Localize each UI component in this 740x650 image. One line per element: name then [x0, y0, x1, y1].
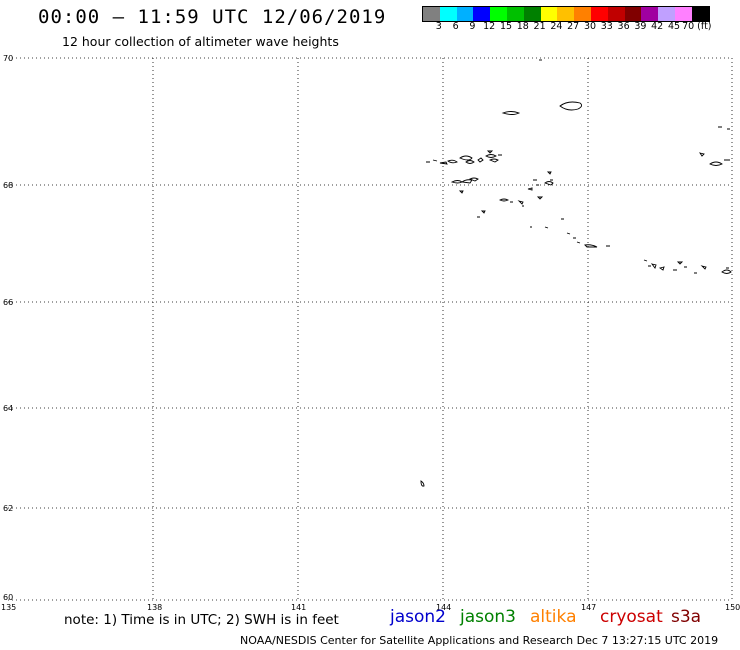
island-outline — [465, 160, 475, 164]
island-outline — [447, 159, 458, 164]
colorbar-label: 70 (ft) — [682, 21, 712, 32]
colorbar-swatch — [607, 7, 625, 21]
colorbar-label: 15 — [499, 21, 513, 32]
colorbar-label: 6 — [452, 21, 459, 32]
island-outline — [426, 159, 448, 165]
lat-label-60: 60 — [3, 593, 13, 602]
island-outline — [559, 101, 583, 111]
colorbar-label: 36 — [617, 21, 630, 32]
colorbar-label: 33 — [600, 21, 613, 32]
island-outline — [468, 177, 479, 182]
island-outline — [533, 179, 539, 186]
lat-label-70: 70 — [3, 54, 13, 63]
island-outline — [536, 196, 544, 200]
island-outline — [501, 111, 521, 115]
coastline-outlines — [420, 59, 732, 487]
island-outline — [694, 265, 707, 274]
island-outline — [488, 154, 502, 163]
legend-altika: altika — [530, 607, 577, 627]
lon-label-135: 135 — [1, 603, 16, 612]
lon-label-150: 150 — [725, 603, 740, 612]
island-outline — [498, 198, 513, 203]
colorbar-label: 9 — [469, 21, 476, 32]
island-outline — [709, 159, 730, 166]
colorbar-label: 42 — [651, 21, 664, 32]
island-outline — [721, 267, 732, 274]
island-outline — [517, 200, 524, 207]
island-outline — [459, 155, 473, 161]
colorbar-swatch — [641, 7, 659, 21]
colorbar-swatch — [658, 7, 675, 21]
map-title: 00:00 – 11:59 UTC 12/06/2019 — [38, 6, 387, 28]
lon-label-141: 141 — [291, 603, 306, 612]
island-outline — [477, 157, 484, 163]
colorbar-labels: 3 6 9 12 15 18 21 24 27 30 33 36 39 42 45 70 (ft) — [422, 21, 740, 35]
colorbar-swatch — [473, 7, 491, 21]
colorbar-swatch — [506, 7, 524, 21]
colorbar-swatch — [439, 7, 457, 21]
island-outline — [450, 179, 473, 184]
colorbar-swatch — [540, 7, 558, 21]
island-outline — [544, 179, 554, 186]
colorbar-swatch — [557, 7, 575, 21]
colorbar-label: 18 — [516, 21, 529, 32]
grid-lines — [8, 57, 733, 601]
colorbar-label: 24 — [550, 21, 563, 32]
lat-label-62: 62 — [3, 504, 13, 513]
island-outline — [477, 210, 486, 218]
colorbar-label: 12 — [483, 21, 496, 32]
island-outline — [584, 244, 610, 248]
colorbar-swatch — [624, 7, 642, 21]
colorbar-swatch — [691, 7, 709, 21]
wave-height-colorbar — [422, 6, 710, 22]
lat-label-68: 68 — [3, 181, 13, 190]
colorbar-swatch — [490, 7, 507, 21]
lon-label-144: 144 — [436, 603, 451, 612]
lat-label-66: 66 — [3, 298, 13, 307]
lat-label-64: 64 — [3, 404, 13, 413]
island-outline — [566, 232, 581, 244]
island-outline — [658, 266, 677, 271]
island-outline — [527, 187, 533, 191]
colorbar-label: 39 — [634, 21, 647, 32]
island-outline — [718, 126, 730, 130]
legend-jason2: jason2 — [390, 607, 446, 627]
colorbar-swatch — [590, 7, 608, 21]
colorbar-label: 3 — [435, 21, 442, 32]
legend-jason3: jason3 — [460, 607, 516, 627]
island-outline — [698, 152, 705, 157]
colorbar-swatch — [423, 7, 440, 21]
island-outline — [676, 261, 687, 268]
colorbar-swatch — [674, 7, 692, 21]
colorbar-swatch — [574, 7, 591, 21]
lon-label-138: 138 — [147, 603, 162, 612]
island-outline — [420, 480, 425, 487]
colorbar-swatch — [523, 7, 541, 21]
colorbar-label: 45 — [667, 21, 681, 32]
colorbar-label: 21 — [533, 21, 546, 32]
colorbar-label: 27 — [567, 21, 580, 32]
island-outline — [458, 190, 464, 194]
map-subtitle: 12 hour collection of altimeter wave hei… — [62, 34, 339, 49]
lon-label-147: 147 — [581, 603, 596, 612]
island-outline — [530, 218, 564, 229]
colorbar-label: 30 — [583, 21, 597, 32]
credit-line: NOAA/NESDIS Center for Satellite Applica… — [240, 634, 719, 647]
island-outline — [485, 150, 497, 158]
colorbar-swatch — [456, 7, 474, 21]
island-outline — [643, 259, 657, 269]
legend-s3a: s3a — [671, 607, 702, 627]
legend-cryosat: cryosat — [600, 607, 663, 627]
island-outline — [546, 171, 552, 175]
footer-note: note: 1) Time is in UTC; 2) SWH is in fe… — [64, 612, 339, 628]
